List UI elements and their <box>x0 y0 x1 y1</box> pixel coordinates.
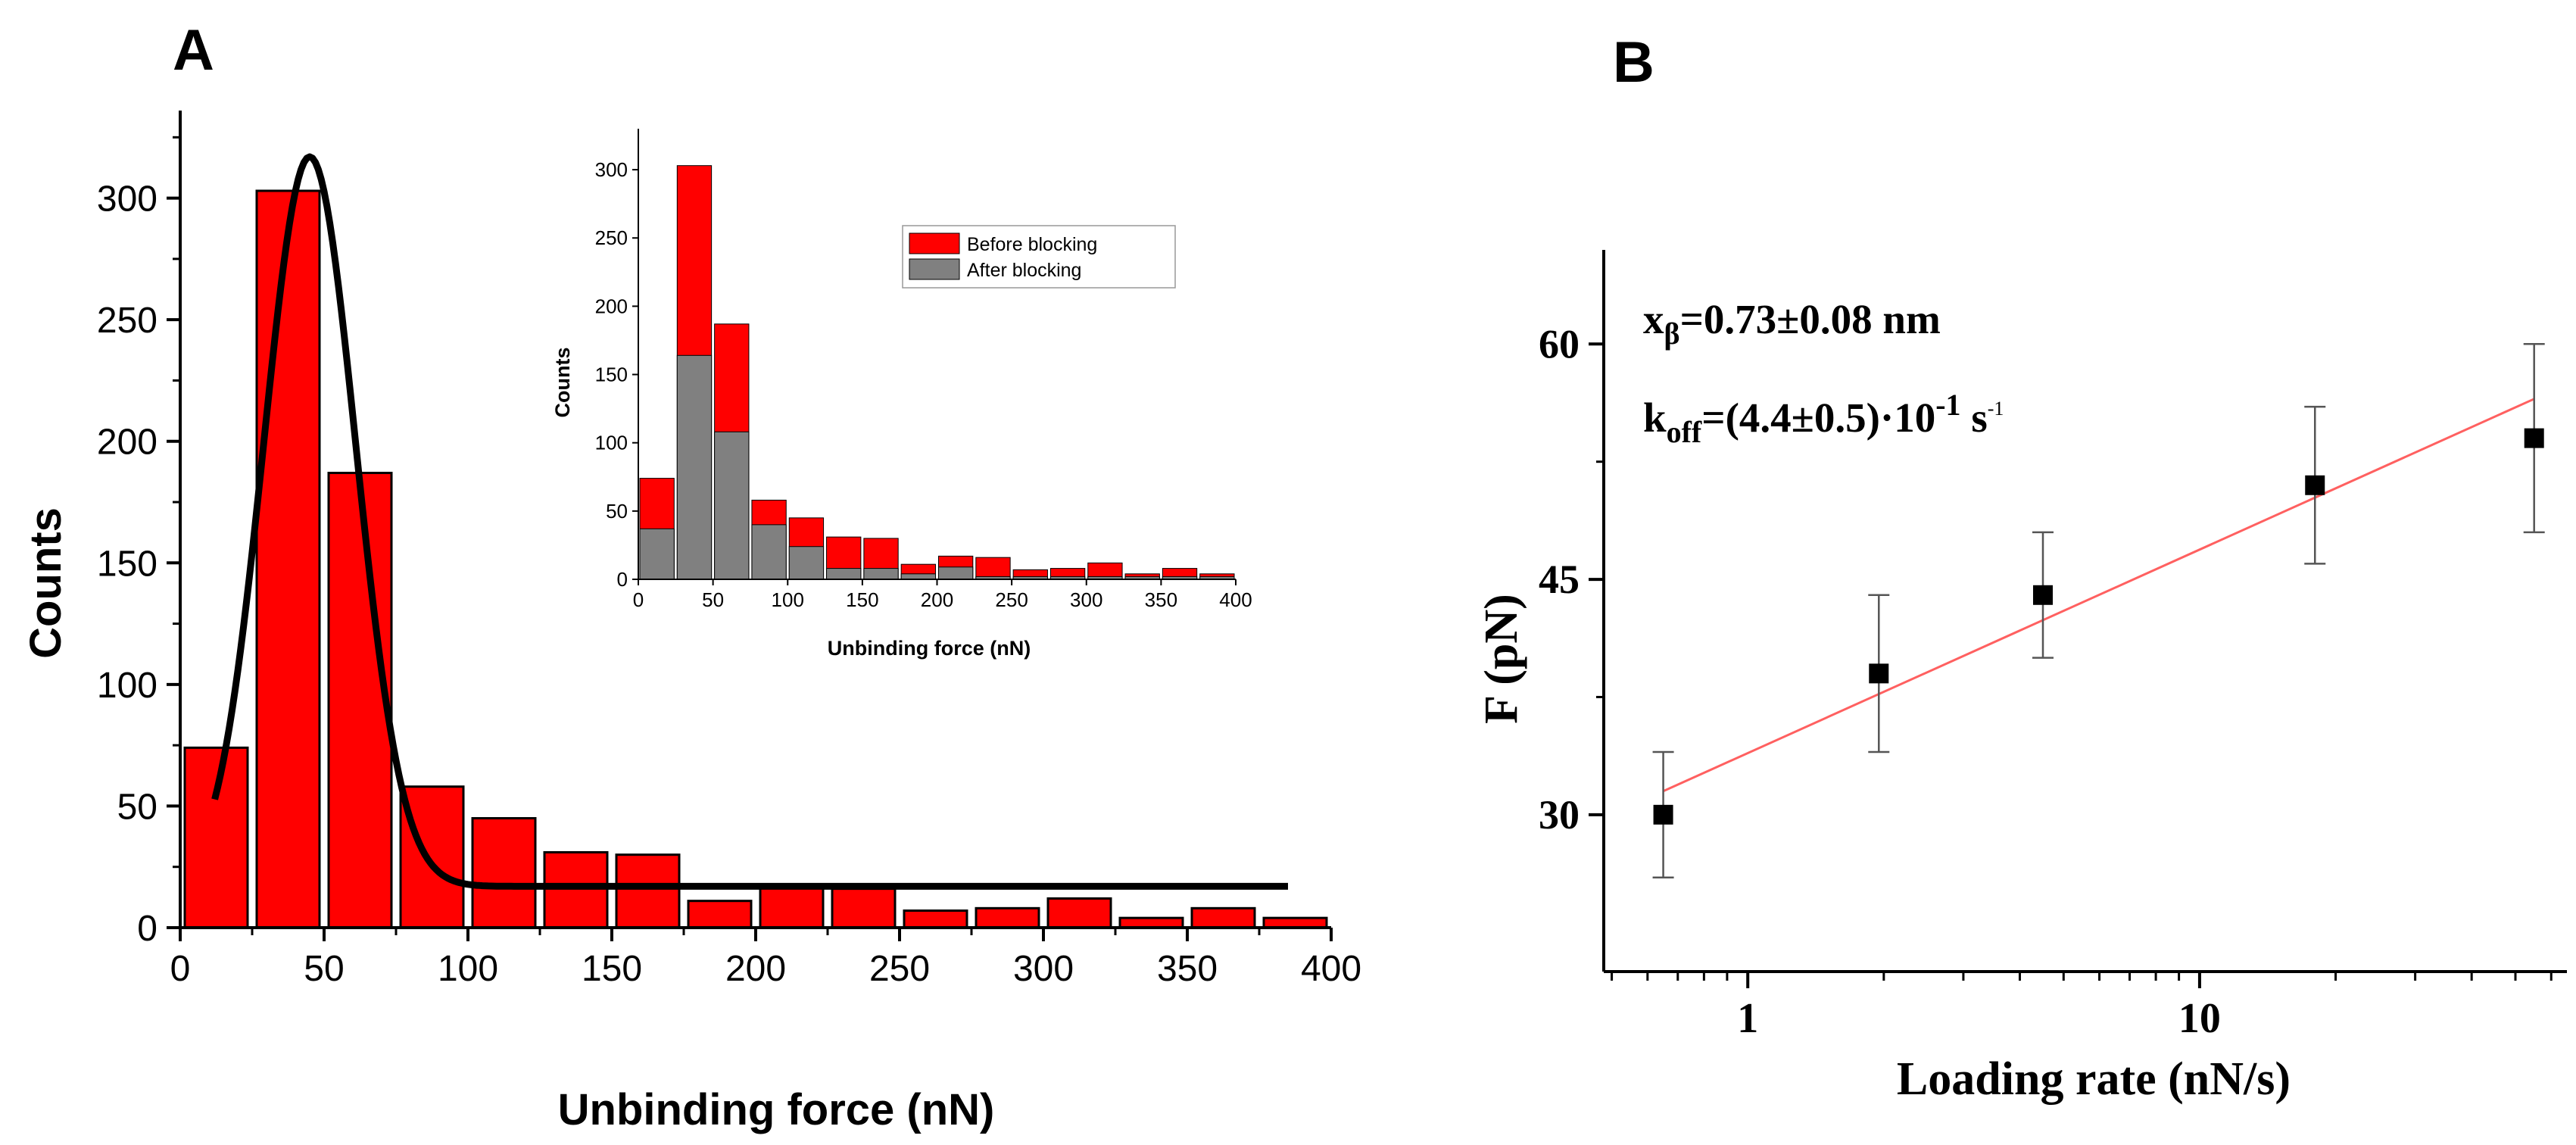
histogram-bar <box>471 816 537 929</box>
panel-b-label: B <box>1613 30 1654 95</box>
y-tick-label: 200 <box>97 423 157 463</box>
histogram-bar <box>1046 897 1112 929</box>
inset-bar-after <box>826 568 862 580</box>
x-tick-label: 350 <box>1157 949 1218 989</box>
legend-swatch-before <box>909 232 960 254</box>
inset-y-tick-label: 150 <box>595 363 628 386</box>
y-tick-label: 300 <box>97 179 157 220</box>
inset-bar-after <box>863 568 899 580</box>
histogram-bar <box>615 853 681 929</box>
panel-b-y-ticks: 30 45 60 <box>1539 321 1604 838</box>
legend-label-before: Before blocking <box>967 234 1097 255</box>
y-tick-label: 150 <box>97 544 157 584</box>
inset-y-tick-label: 200 <box>595 295 628 317</box>
inset-x-tick-label: 0 <box>633 588 644 611</box>
y-tick-label: 250 <box>97 301 157 341</box>
panel-b-points <box>1653 428 2544 825</box>
b-y-tick-label: 30 <box>1539 792 1580 838</box>
x-tick-label: 150 <box>582 949 642 989</box>
histogram-bar <box>255 189 321 929</box>
inset-x-tick-label: 400 <box>1219 588 1252 611</box>
x-tick-label: 100 <box>438 949 498 989</box>
data-point <box>1653 804 1673 825</box>
inset-bar-after <box>639 528 675 580</box>
inset-legend: Before blocking After blocking <box>902 225 1176 289</box>
y-tick-label: 100 <box>97 666 157 706</box>
inset-bars <box>639 165 1235 580</box>
data-point <box>2524 428 2544 448</box>
inset-histogram: 0 50 100 150 200 250 300 350 400 0 50 100 150 200 250… <box>551 129 1252 660</box>
data-point <box>2032 585 2053 605</box>
inset-bar-after <box>788 546 825 580</box>
x-tick-label: 0 <box>170 949 191 989</box>
data-point <box>1869 663 1889 684</box>
inset-x-tick-label: 200 <box>921 588 953 611</box>
panel-a-y-ticks: 0 50 100 150 200 250 300 <box>97 136 180 949</box>
inset-bar-after <box>714 431 750 580</box>
panel-a-y-axis-label: Counts <box>21 507 70 659</box>
panel-b-y-axis-label: F (pN) <box>1476 594 1527 724</box>
inset-x-tick-label: 300 <box>1070 588 1102 611</box>
panel-a-histogram: 0 50 100 150 200 250 300 350 400 0 50 100 150 200 250… <box>21 111 1361 1134</box>
legend-label-after: After blocking <box>967 260 1081 281</box>
panel-b-scatter: 1 10 30 45 60 Loading rate (nN/s) F (pN) xβ… <box>1476 250 2567 1105</box>
panel-b-x-ticks: 1 10 <box>1611 972 2553 1042</box>
histogram-bar <box>1190 906 1256 929</box>
x-tick-label: 50 <box>304 949 344 989</box>
histogram-bar <box>327 471 393 929</box>
inset-y-ticks: 0 50 100 150 200 250 300 <box>595 158 638 591</box>
panel-a-x-ticks: 0 50 100 150 200 250 300 350 400 <box>170 928 1361 989</box>
y-tick-label: 0 <box>137 909 157 949</box>
x-tick-label: 250 <box>869 949 930 989</box>
inset-bar-after <box>938 566 974 580</box>
annotation-k-off: koff=(4.4±0.5)·10-1 s-1 <box>1643 388 2004 449</box>
inset-bar-after <box>676 354 713 580</box>
x-tick-label: 200 <box>725 949 786 989</box>
panel-b-axes <box>1602 250 2567 973</box>
histogram-bar <box>759 884 825 929</box>
b-x-tick-label: 10 <box>2178 995 2221 1042</box>
panel-a-x-axis-label: Unbinding force (nN) <box>558 1085 995 1134</box>
inset-bar-after <box>751 524 787 580</box>
histogram-bar <box>831 888 897 929</box>
inset-x-tick-label: 100 <box>772 588 804 611</box>
inset-y-tick-label: 250 <box>595 226 628 249</box>
inset-x-tick-label: 350 <box>1145 588 1177 611</box>
histogram-bar <box>183 746 249 929</box>
inset-bar-after <box>900 573 936 580</box>
inset-x-tick-label: 250 <box>995 588 1028 611</box>
x-tick-label: 400 <box>1301 949 1361 989</box>
annotation-x-beta: xβ=0.73±0.08 nm <box>1643 296 1941 351</box>
histogram-bar <box>687 900 753 929</box>
legend-swatch-after <box>909 258 960 280</box>
gaussian-fit-line <box>211 153 1289 890</box>
inset-y-tick-label: 50 <box>606 500 628 523</box>
y-tick-label: 50 <box>117 787 157 827</box>
inset-y-tick-label: 0 <box>617 568 628 591</box>
histogram-bar <box>903 909 968 929</box>
inset-bar-before <box>975 557 1011 580</box>
inset-x-axis-label: Unbinding force (nN) <box>828 637 1031 660</box>
inset-y-tick-label: 300 <box>595 158 628 181</box>
b-y-tick-label: 45 <box>1539 557 1580 602</box>
inset-x-tick-label: 50 <box>702 588 724 611</box>
panel-b-x-axis-label: Loading rate (nN/s) <box>1897 1053 2291 1105</box>
histogram-bar <box>543 850 609 929</box>
linear-fit-line <box>1662 398 2535 793</box>
inset-y-tick-label: 100 <box>595 432 628 454</box>
inset-x-tick-label: 150 <box>846 588 878 611</box>
data-point <box>2305 475 2325 495</box>
inset-x-ticks: 0 50 100 150 200 250 300 350 400 <box>633 579 1252 611</box>
inset-y-axis-label: Counts <box>551 348 574 418</box>
x-tick-label: 300 <box>1013 949 1074 989</box>
b-y-tick-label: 60 <box>1539 321 1580 367</box>
panel-a-label: A <box>173 18 214 83</box>
histogram-bar <box>975 906 1040 929</box>
b-x-tick-label: 1 <box>1737 995 1758 1042</box>
